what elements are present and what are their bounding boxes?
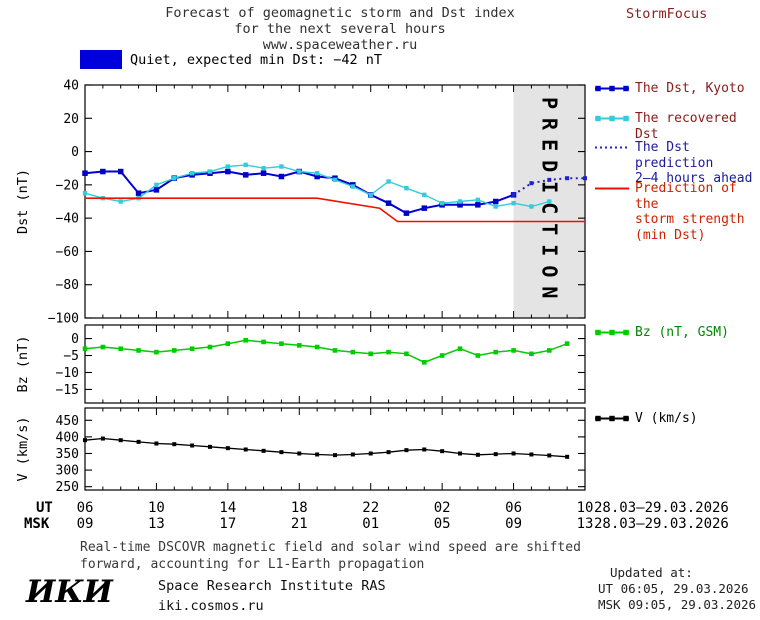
svg-text:10: 10	[577, 500, 594, 516]
updated-label: Updated at:	[610, 565, 693, 580]
svg-text:05: 05	[434, 516, 451, 532]
svg-text:06: 06	[505, 500, 522, 516]
svg-text:01: 01	[362, 516, 379, 532]
institute-site: iki.cosmos.ru	[158, 598, 264, 614]
legend-label: Prediction of the storm strength (min Ds…	[635, 181, 745, 243]
svg-text:−100: −100	[48, 312, 79, 327]
iki-logo: ИКИ	[26, 574, 113, 610]
svg-text:−40: −40	[56, 212, 79, 227]
svg-text:13: 13	[148, 516, 165, 532]
legend-item-v: V (km/s)	[594, 411, 698, 427]
svg-text:−20: −20	[56, 178, 79, 193]
svg-text:14: 14	[219, 500, 236, 516]
svg-text:UT: UT	[36, 500, 53, 516]
dst-prediction-line-swatch	[595, 146, 629, 149]
bz-line-swatch	[595, 329, 629, 336]
svg-text:V (km/s): V (km/s)	[15, 416, 31, 481]
svg-text:40: 40	[63, 79, 79, 94]
svg-text:450: 450	[56, 414, 79, 429]
svg-text:20: 20	[63, 112, 79, 127]
status-label: Quiet, expected min Dst: −42 nT	[130, 51, 382, 68]
legend-label: Bz (nT, GSM)	[635, 325, 729, 340]
status-swatch	[80, 50, 122, 69]
svg-text:−5: −5	[63, 349, 79, 364]
legend-label: V (km/s)	[635, 411, 698, 426]
svg-text:22: 22	[362, 500, 379, 516]
series-the-dst-prediction-2-4-hours-ahead	[511, 176, 587, 197]
v-line-swatch	[595, 415, 629, 422]
svg-text:28.03–29.03.2026: 28.03–29.03.2026	[594, 500, 729, 516]
page-title: Forecast of geomagnetic storm and Dst in…	[165, 5, 515, 21]
page-subtitle: for the next several hours	[234, 21, 446, 37]
updated-block: Updated at: UT 06:05, 29.03.2026 MSK 09:…	[598, 565, 756, 613]
svg-text:250: 250	[56, 480, 79, 495]
legend-label: The recovered Dst	[635, 111, 737, 142]
svg-text:−15: −15	[56, 383, 79, 398]
dst-kyoto-line-swatch	[595, 85, 629, 92]
svg-text:400: 400	[56, 430, 79, 445]
legend-item-storm-strength: Prediction of the storm strength (min Ds…	[594, 181, 760, 243]
svg-text:06: 06	[77, 500, 94, 516]
x-axis-labels: 06091013141718212201020506091013UTMSK28.…	[24, 500, 729, 532]
svg-text:09: 09	[77, 516, 94, 532]
updated-ut: UT 06:05, 29.03.2026	[598, 581, 749, 596]
legend-item-dst-prediction: The Dst prediction 2–4 hours ahead	[594, 140, 760, 187]
svg-text:−10: −10	[56, 366, 79, 381]
svg-text:18: 18	[291, 500, 308, 516]
svg-text:−60: −60	[56, 245, 79, 260]
svg-text:Dst (nT): Dst (nT)	[15, 169, 31, 234]
series-prediction-of-the-storm-strength-min-dst-	[85, 197, 585, 223]
legend-item-recovered-dst: The recovered Dst	[594, 111, 760, 142]
svg-text:0: 0	[71, 332, 79, 347]
svg-text:13: 13	[577, 516, 594, 532]
svg-text:−80: −80	[56, 278, 79, 293]
legend-item-dst-kyoto: The Dst, Kyoto	[594, 81, 745, 97]
svg-text:MSK: MSK	[24, 516, 50, 532]
legend-item-bz: Bz (nT, GSM)	[594, 325, 729, 341]
svg-text:02: 02	[434, 500, 451, 516]
propagation-note: Real-time DSCOVR magnetic field and sola…	[80, 540, 581, 572]
svg-text:17: 17	[219, 516, 236, 532]
svg-text:350: 350	[56, 447, 79, 462]
storm-strength-line-swatch	[595, 187, 629, 190]
recovered-dst-line-swatch	[595, 115, 629, 122]
svg-text:Bz (nT): Bz (nT)	[15, 336, 31, 393]
svg-text:21: 21	[291, 516, 308, 532]
series-v-km-s-	[83, 436, 570, 459]
status-row: Quiet, expected min Dst: −42 nT	[80, 50, 382, 69]
legend-label: The Dst prediction 2–4 hours ahead	[635, 140, 753, 186]
updated-msk: MSK 09:05, 29.03.2026	[598, 597, 757, 612]
series-the-recovered-dst	[82, 162, 552, 209]
svg-text:0: 0	[71, 145, 79, 160]
legend-label: The Dst, Kyoto	[635, 81, 745, 96]
svg-text:10: 10	[148, 500, 165, 516]
series-bz-nt-gsm-	[82, 337, 570, 365]
institute-name: Space Research Institute RAS	[158, 578, 386, 594]
header-titles: Forecast of geomagnetic storm and Dst in…	[60, 5, 620, 53]
panel-bz: 0 −5 −10 −15 Bz (nT)	[15, 324, 586, 404]
svg-text:28.03–29.03.2026: 28.03–29.03.2026	[594, 516, 729, 532]
svg-text:300: 300	[56, 464, 79, 479]
brand-stormfocus: StormFocus	[626, 6, 708, 22]
svg-text:09: 09	[505, 516, 522, 532]
source-url: www.spaceweather.ru	[262, 37, 418, 53]
